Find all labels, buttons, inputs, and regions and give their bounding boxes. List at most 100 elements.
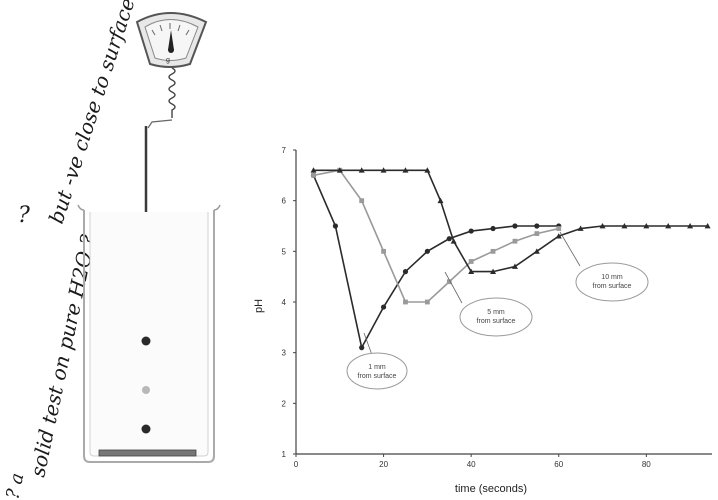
- data-point: [468, 259, 474, 264]
- x-tick-label: 40: [467, 460, 476, 469]
- beaker-solid-base: [98, 449, 197, 457]
- y-tick-label: 2: [282, 399, 287, 408]
- callout-10mm-leader: [559, 231, 581, 267]
- note-question-top: ?: [18, 203, 30, 228]
- callout-5mm-leader: [444, 271, 463, 304]
- data-point: [358, 167, 365, 173]
- series-3: [310, 167, 711, 274]
- data-point: [665, 223, 672, 229]
- beaker-inner-wall: [89, 212, 209, 457]
- series-1: [310, 172, 562, 351]
- scale-spring: [168, 67, 176, 118]
- ph-chart: 1 2 3 4 5 6 7 0 20 40 60 80 pH time (seconds) 1 mm…: [253, 146, 712, 495]
- data-point: [380, 167, 387, 173]
- x-axis-label: time (seconds): [455, 483, 527, 495]
- note-side-marks: ? a: [2, 471, 28, 500]
- callout-5mm-bubble: [459, 297, 533, 337]
- series-line: [313, 169, 708, 273]
- data-point: [534, 231, 540, 236]
- scale-ticks: [151, 23, 190, 36]
- callout-10mm-line1: 10 mm: [601, 274, 623, 281]
- measure-point-1mm: [141, 336, 151, 346]
- callout-1mm-line1: 1 mm: [368, 364, 386, 371]
- data-point: [359, 198, 365, 204]
- data-point: [450, 238, 457, 244]
- callout-1mm-bubble: [346, 352, 408, 390]
- note-close-to-surface: but -ve close to surface: [44, 0, 140, 227]
- note-solid-test: solid test on pure H2O ?: [25, 232, 100, 479]
- data-point: [336, 167, 343, 173]
- data-point: [599, 223, 606, 229]
- data-point: [446, 236, 452, 242]
- data-point: [424, 299, 430, 305]
- callout-1mm: 1 mm from surface: [346, 332, 408, 390]
- measure-point-5mm: [142, 386, 150, 394]
- data-point: [359, 345, 365, 351]
- data-point: [380, 304, 387, 310]
- data-point: [512, 238, 518, 244]
- data-point: [468, 268, 475, 274]
- data-point: [437, 197, 444, 204]
- data-point: [555, 233, 562, 239]
- series-layer: [310, 167, 711, 351]
- beaker: [77, 204, 221, 463]
- callout-10mm-line2: from surface: [593, 283, 632, 290]
- x-ticks: 0 20 40 60 80: [294, 454, 651, 469]
- beaker-rim-left: [77, 204, 85, 211]
- beaker-outline: [83, 210, 215, 463]
- scale-hook: [147, 119, 173, 129]
- scale-needle-icon: [168, 30, 174, 50]
- data-point: [533, 248, 540, 254]
- y-tick-label: 4: [282, 298, 287, 307]
- data-point: [424, 167, 431, 173]
- beaker-rim-right: [213, 204, 221, 211]
- scale-unit-label: g: [166, 57, 170, 64]
- x-tick-label: 20: [379, 460, 388, 469]
- x-tick-label: 80: [642, 460, 651, 469]
- measure-point-10mm: [141, 424, 151, 434]
- callout-10mm-bubble: [575, 262, 649, 302]
- data-point: [424, 248, 430, 254]
- data-point: [381, 248, 386, 254]
- data-point: [402, 269, 409, 275]
- callout-1mm-line2: from surface: [358, 373, 397, 380]
- data-point: [402, 167, 409, 173]
- data-point: [704, 223, 711, 229]
- data-point: [621, 223, 628, 229]
- scale-pivot: [168, 47, 174, 53]
- y-ticks: 1 2 3 4 5 6 7: [282, 146, 296, 459]
- data-point: [534, 223, 540, 229]
- callout-5mm: 5 mm from surface: [444, 271, 533, 337]
- data-point: [687, 223, 694, 229]
- data-point: [332, 223, 339, 229]
- data-point: [490, 248, 496, 254]
- y-tick-label: 1: [282, 450, 287, 459]
- spring-scale: g: [135, 12, 208, 129]
- series-line: [312, 175, 559, 350]
- y-tick-label: 6: [282, 197, 287, 206]
- callout-5mm-line2: from surface: [477, 318, 516, 325]
- data-point: [490, 268, 497, 274]
- callout-10mm: 10 mm from surface: [559, 231, 649, 302]
- data-point: [490, 225, 496, 232]
- data-point: [577, 225, 584, 231]
- x-tick-label: 60: [554, 460, 563, 469]
- data-point: [511, 263, 518, 269]
- data-point: [311, 172, 316, 178]
- x-tick-label: 0: [294, 460, 299, 469]
- y-tick-label: 5: [282, 247, 287, 256]
- data-point: [643, 223, 650, 229]
- y-tick-label: 7: [282, 146, 287, 155]
- callout-1mm-leader: [363, 332, 373, 356]
- data-point: [403, 299, 408, 305]
- data-point: [446, 279, 452, 285]
- data-point: [468, 228, 474, 234]
- y-tick-label: 3: [282, 349, 287, 358]
- data-point: [512, 223, 518, 229]
- y-axis-label: pH: [253, 299, 265, 313]
- data-point: [556, 226, 562, 231]
- data-point: [310, 167, 317, 173]
- callout-5mm-line1: 5 mm: [487, 309, 505, 316]
- series-line: [313, 169, 559, 303]
